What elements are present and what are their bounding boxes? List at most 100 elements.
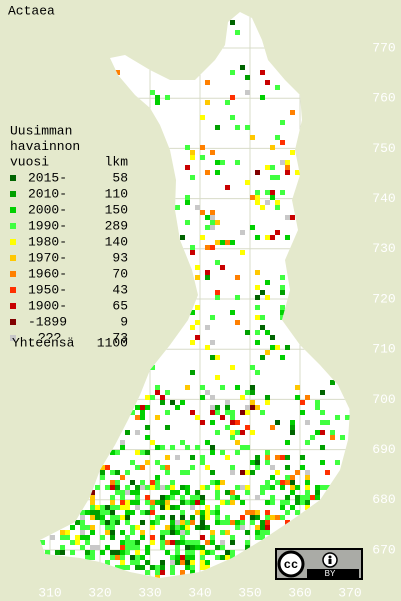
observation-square: [110, 530, 115, 535]
observation-square: [225, 490, 230, 495]
observation-square: [180, 515, 185, 520]
observation-square: [130, 525, 135, 530]
observation-square: [220, 265, 225, 270]
observation-square: [280, 290, 285, 295]
observation-square: [315, 485, 320, 490]
legend-count: 9: [120, 314, 128, 329]
observation-square: [245, 125, 250, 130]
observation-square: [175, 550, 180, 555]
observation-square: [140, 555, 145, 560]
observation-square: [205, 550, 210, 555]
observation-square: [140, 405, 145, 410]
observation-square: [235, 320, 240, 325]
observation-square: [285, 475, 290, 480]
observation-square: [135, 415, 140, 420]
observation-square: [115, 555, 120, 560]
observation-square: [215, 515, 220, 520]
observation-square: [250, 195, 255, 200]
observation-square: [155, 515, 160, 520]
observation-square: [320, 485, 325, 490]
observation-square: [160, 465, 165, 470]
observation-square: [290, 420, 295, 425]
observation-square: [130, 500, 135, 505]
observation-square: [215, 240, 220, 245]
observation-square: [220, 160, 225, 165]
cc-badge: cc BY: [275, 548, 363, 580]
observation-square: [165, 465, 170, 470]
observation-square: [60, 530, 65, 535]
observation-square: [275, 200, 280, 205]
observation-square: [190, 555, 195, 560]
observation-square: [175, 540, 180, 545]
observation-square: [240, 395, 245, 400]
observation-square: [250, 430, 255, 435]
observation-square: [230, 465, 235, 470]
observation-square: [100, 510, 105, 515]
observation-square: [65, 535, 70, 540]
observation-square: [245, 540, 250, 545]
observation-square: [270, 495, 275, 500]
observation-square: [255, 370, 260, 375]
observation-square: [145, 550, 150, 555]
legend-swatch: [10, 255, 16, 261]
observation-square: [210, 355, 215, 360]
observation-square: [150, 565, 155, 570]
observation-square: [175, 545, 180, 550]
observation-square: [295, 170, 300, 175]
observation-square: [75, 520, 80, 525]
observation-square: [120, 555, 125, 560]
observation-square: [215, 295, 220, 300]
observation-square: [215, 405, 220, 410]
observation-square: [120, 490, 125, 495]
x-tick-label: 340: [188, 585, 211, 600]
observation-square: [260, 325, 265, 330]
y-tick-label: 770: [372, 40, 395, 55]
observation-square: [305, 395, 310, 400]
observation-square: [125, 430, 130, 435]
observation-square: [235, 495, 240, 500]
legend-swatch: [10, 207, 16, 213]
observation-square: [145, 460, 150, 465]
observation-square: [210, 470, 215, 475]
observation-square: [155, 415, 160, 420]
observation-square: [285, 170, 290, 175]
observation-square: [60, 535, 65, 540]
observation-square: [135, 500, 140, 505]
observation-square: [305, 505, 310, 510]
observation-square: [100, 535, 105, 540]
observation-square: [180, 400, 185, 405]
observation-square: [120, 565, 125, 570]
observation-square: [280, 275, 285, 280]
cc-text: cc: [284, 558, 298, 572]
observation-square: [215, 490, 220, 495]
observation-square: [130, 410, 135, 415]
legend-heading: havainnon: [10, 139, 80, 154]
observation-square: [205, 275, 210, 280]
observation-square: [90, 555, 95, 560]
observation-square: [150, 440, 155, 445]
observation-square: [160, 535, 165, 540]
observation-square: [110, 515, 115, 520]
observation-square: [170, 445, 175, 450]
observation-square: [155, 565, 160, 570]
observation-square: [125, 515, 130, 520]
observation-square: [235, 125, 240, 130]
observation-square: [160, 395, 165, 400]
observation-square: [230, 540, 235, 545]
observation-square: [215, 355, 220, 360]
observation-square: [180, 440, 185, 445]
observation-square: [90, 500, 95, 505]
observation-square: [135, 540, 140, 545]
observation-square: [305, 485, 310, 490]
observation-square: [250, 470, 255, 475]
observation-square: [235, 385, 240, 390]
observation-square: [205, 225, 210, 230]
observation-square: [140, 535, 145, 540]
observation-square: [80, 515, 85, 520]
observation-square: [255, 405, 260, 410]
observation-square: [115, 550, 120, 555]
observation-square: [275, 420, 280, 425]
observation-square: [120, 445, 125, 450]
observation-square: [145, 500, 150, 505]
observation-square: [180, 500, 185, 505]
